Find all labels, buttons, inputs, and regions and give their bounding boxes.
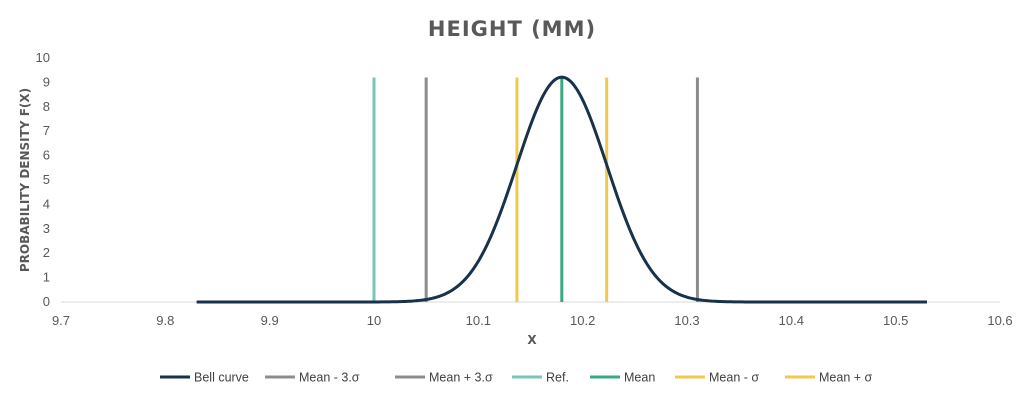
y-tick-label: 6 [43, 148, 50, 163]
x-tick-label: 10.1 [466, 313, 491, 328]
x-tick-label: 9.7 [52, 313, 70, 328]
plot-area [61, 75, 1000, 304]
x-tick-label: 10.2 [570, 313, 595, 328]
y-tick-label: 1 [43, 270, 50, 285]
x-axis-title: X [527, 333, 537, 347]
x-tick-label: 9.8 [156, 313, 174, 328]
legend-item: Mean + σ [785, 371, 873, 385]
y-tick-label: 0 [43, 294, 50, 309]
legend-item: Mean [590, 371, 655, 385]
y-tick-label: 3 [43, 221, 50, 236]
x-tick-label: 9.9 [261, 313, 279, 328]
legend-item: Mean + 3.σ [395, 371, 493, 385]
y-tick-label: 8 [43, 99, 50, 114]
x-tick-label: 10.6 [987, 313, 1012, 328]
x-tick-label: 10 [367, 313, 381, 328]
legend-label: Mean + 3.σ [429, 371, 493, 385]
y-tick-label: 10 [36, 50, 50, 65]
y-axis-title: PROBABILITY DENSITY F(X) [18, 88, 32, 272]
legend-label: Mean [624, 371, 655, 385]
chart-title: HEIGHT (MM) [428, 17, 596, 41]
legend-label: Mean - σ [709, 371, 759, 385]
x-tick-label: 10.3 [674, 313, 699, 328]
y-tick-label: 2 [43, 245, 50, 260]
legend-item: Mean - 3.σ [265, 371, 360, 385]
y-tick-label: 5 [43, 172, 50, 187]
x-tick-label: 10.4 [779, 313, 804, 328]
legend-label: Ref. [546, 371, 569, 385]
legend: Bell curve Mean - 3.σ Mean + 3.σ Ref. Mean Me… [160, 371, 873, 385]
legend-item: Mean - σ [675, 371, 759, 385]
y-tick-label: 7 [43, 123, 50, 138]
x-tick-label: 10.5 [883, 313, 908, 328]
y-tick-label: 9 [43, 74, 50, 89]
legend-label: Mean + σ [819, 371, 873, 385]
y-tick-label: 4 [43, 196, 50, 211]
legend-item: Bell curve [160, 371, 249, 385]
legend-label: Mean - 3.σ [299, 371, 360, 385]
x-axis: 9.7 9.8 9.9 10 10.1 10.2 10.3 10.4 10.5 10.6 [52, 313, 1013, 328]
legend-label: Bell curve [194, 371, 249, 385]
legend-item: Ref. [512, 371, 569, 385]
bell-curve-line [196, 75, 927, 304]
y-axis: 0 1 2 3 4 5 6 7 8 9 10 [36, 50, 50, 309]
